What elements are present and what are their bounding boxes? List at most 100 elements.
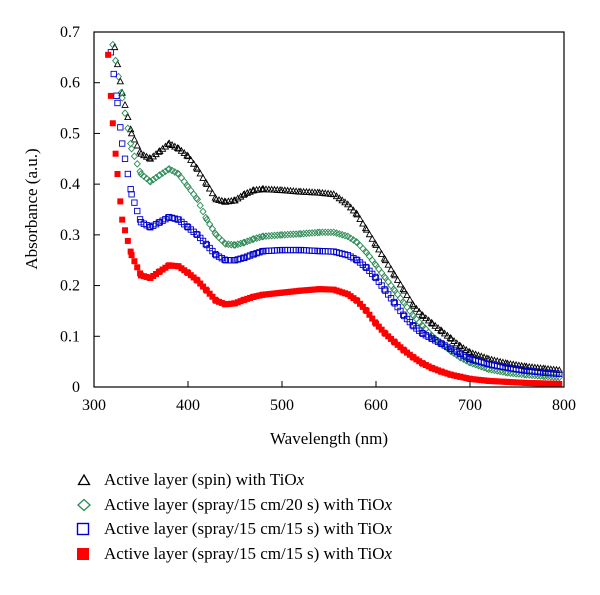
data-point: [412, 304, 421, 312]
data-point: [231, 196, 239, 204]
data-point: [362, 225, 371, 233]
data-point: [243, 188, 251, 196]
x-tick-label: 600: [364, 397, 388, 414]
data-point: [187, 155, 195, 163]
data-point: [455, 341, 464, 349]
data-point: [349, 206, 358, 214]
data-point: [134, 264, 141, 271]
x-axis-title: Wavelength (nm): [270, 429, 388, 448]
data-point: [206, 290, 213, 297]
data-point: [284, 230, 292, 239]
data-point: [270, 231, 279, 240]
data-point: [362, 263, 369, 271]
data-point: [318, 228, 327, 237]
data-point: [387, 265, 395, 273]
data-point: [171, 142, 179, 150]
data-point: [434, 324, 442, 332]
data-point: [406, 295, 414, 303]
data-point: [122, 227, 129, 234]
data-point: [240, 238, 249, 247]
data-point: [443, 344, 452, 353]
series-square-open: [107, 49, 563, 377]
data-point: [556, 380, 563, 387]
data-point: [117, 198, 124, 205]
data-point: [438, 327, 446, 335]
data-point: [357, 300, 364, 307]
data-point: [338, 196, 346, 204]
data-point: [183, 181, 191, 190]
data-point: [391, 286, 399, 295]
data-point: [427, 318, 436, 326]
data-point: [315, 228, 324, 237]
open-square-marker-icon: [76, 523, 90, 536]
data-point: [133, 141, 141, 149]
data-point: [121, 155, 129, 162]
legend-label: Active layer (spray/15 cm/20 s) with TiO…: [104, 494, 393, 514]
data-point: [281, 230, 289, 239]
data-point: [187, 186, 195, 195]
data-point: [446, 333, 455, 341]
data-point: [174, 144, 183, 152]
data-point: [165, 214, 172, 221]
data-point: [107, 92, 114, 99]
data-point: [149, 175, 157, 184]
data-point: [346, 203, 355, 211]
data-point: [344, 200, 352, 208]
data-point: [262, 232, 270, 241]
data-point: [387, 281, 395, 290]
data-point: [369, 315, 376, 322]
legend-item: Active layer (spray/15 cm/20 s) with TiO…: [74, 493, 392, 518]
series-layer: [105, 40, 564, 387]
data-point: [390, 285, 398, 294]
data-point: [206, 220, 214, 229]
data-point: [502, 368, 510, 377]
data-point: [443, 331, 452, 339]
data-point: [375, 245, 383, 253]
series-triangle-open: [110, 43, 564, 374]
data-point: [205, 184, 214, 192]
data-point: [165, 139, 173, 147]
data-point: [431, 321, 439, 329]
data-point: [409, 321, 416, 329]
data-point: [394, 290, 402, 299]
data-point: [308, 229, 316, 237]
data-point: [110, 70, 117, 78]
data-point: [224, 240, 233, 249]
data-point: [335, 194, 344, 202]
data-point: [354, 297, 361, 304]
data-point: [503, 368, 512, 377]
ticks-layer: 300 400 500 600 700 800 0 0.1 0.2 0.3 0.4 0.5 0.6 0.7: [60, 24, 576, 414]
data-point: [112, 150, 119, 157]
data-point: [208, 224, 217, 233]
legend: Active layer (spin) with TiOx Active lay…: [74, 468, 392, 566]
data-point: [137, 149, 145, 157]
data-point: [119, 216, 126, 223]
data-point: [278, 230, 286, 239]
data-point: [127, 144, 136, 153]
y-tick-label: 0.7: [60, 24, 80, 41]
data-point: [447, 345, 454, 352]
open-triangle-marker-icon: [77, 473, 91, 486]
data-point: [289, 230, 297, 239]
data-point: [381, 286, 388, 293]
data-point: [203, 287, 210, 294]
data-point: [371, 273, 379, 281]
data-point: [356, 214, 364, 222]
data-point: [116, 77, 125, 85]
data-point: [189, 159, 198, 167]
data-point: [366, 311, 373, 318]
data-point: [485, 365, 493, 374]
data-point: [202, 213, 210, 222]
data-point: [265, 232, 273, 240]
data-point: [221, 240, 230, 248]
data-point: [428, 319, 437, 327]
y-tick-label: 0.5: [60, 125, 80, 142]
data-point: [173, 143, 182, 151]
data-point: [124, 237, 131, 244]
data-point: [114, 171, 121, 177]
data-point: [400, 299, 408, 308]
data-point: [496, 367, 504, 376]
data-point: [114, 99, 121, 107]
data-point: [194, 277, 201, 284]
x-tick-label: 500: [270, 397, 294, 414]
